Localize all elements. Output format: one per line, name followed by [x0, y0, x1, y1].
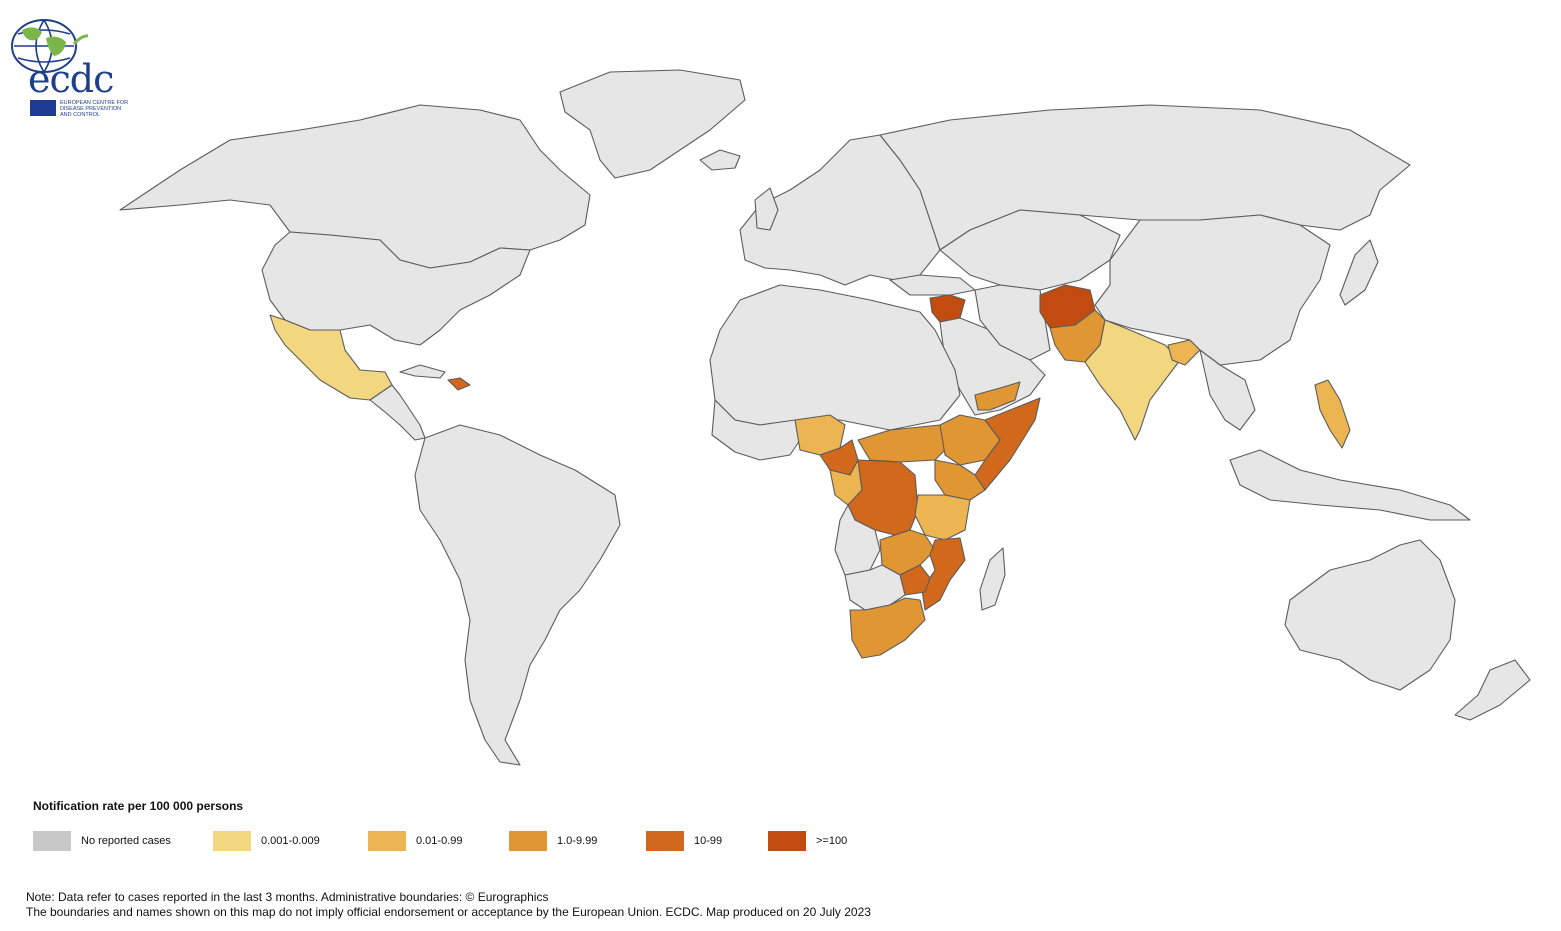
logo-wordmark: ecdc: [28, 57, 114, 101]
legend-item-0001: 0.001-0.009: [213, 830, 320, 852]
legend-swatch: [213, 831, 251, 851]
legend-item-10: 10-99: [646, 830, 722, 852]
legend-swatch: [33, 831, 71, 851]
region-haiti: [447, 377, 471, 391]
region-japan: [1339, 239, 1379, 306]
legend-item-1: 1.0-9.99: [509, 830, 597, 852]
legend-label: 1.0-9.99: [557, 835, 598, 847]
note-line-1: Note: Data refer to cases reported in th…: [26, 890, 549, 904]
region-bangladesh: [1167, 339, 1201, 366]
eu-flag-icon: [30, 100, 56, 116]
legend-label: 0.001-0.009: [261, 835, 320, 847]
region-turkey: [889, 274, 976, 296]
region-madagascar: [979, 547, 1006, 611]
logo-subtitle: EUROPEAN CENTRE FOR DISEASE PREVENTION A…: [60, 100, 129, 118]
region-philippines: [1314, 379, 1351, 449]
legend-item-no-cases: No reported cases: [33, 830, 171, 852]
region-southeast-asia: [1199, 349, 1256, 431]
legend-swatch: [509, 831, 547, 851]
region-south-america: [414, 424, 621, 766]
legend-label: No reported cases: [81, 835, 171, 847]
region-uganda-kenya: [934, 459, 986, 501]
note-line-2: The boundaries and names shown on this m…: [26, 904, 871, 919]
globe-icon: [11, 19, 88, 73]
legend-swatch: [768, 831, 806, 851]
region-central-african-sudan: [857, 424, 951, 463]
region-yemen: [974, 381, 1021, 411]
legend-item-001: 0.01-0.99: [368, 830, 462, 852]
legend-label: 10-99: [694, 835, 723, 847]
region-iran: [974, 284, 1051, 361]
region-greenland: [559, 69, 746, 179]
legend-swatch: [646, 831, 684, 851]
region-australia: [1284, 539, 1456, 691]
region-central-america: [369, 384, 426, 441]
ecdc-logo: ecdc EUROPEAN CENTRE FOR DISEASE PREVENT…: [8, 18, 128, 118]
region-usa: [261, 231, 531, 346]
region-uk: [754, 187, 779, 231]
region-cuba: [399, 364, 446, 379]
legend-swatch: [368, 831, 406, 851]
region-south-africa: [849, 597, 926, 659]
legend-label: >=100: [816, 835, 848, 847]
region-iceland: [699, 149, 741, 171]
region-somalia: [974, 397, 1041, 491]
legend: No reported cases 0.001-0.009 0.01-0.99 …: [33, 830, 913, 852]
map-notes: Note: Data refer to cases reported in th…: [26, 890, 871, 919]
region-china-mongolia: [1094, 214, 1331, 366]
world-map: [119, 69, 1531, 766]
region-tanzania: [914, 494, 971, 541]
legend-label: 0.01-0.99: [416, 835, 463, 847]
legend-title: Notification rate per 100 000 persons: [33, 799, 244, 813]
region-west-africa: [711, 399, 801, 461]
region-malawi-mozambique: [921, 537, 966, 611]
region-new-zealand: [1454, 659, 1531, 721]
region-namibia-botswana: [844, 564, 906, 611]
region-indonesia: [1229, 449, 1471, 521]
legend-item-100: >=100: [768, 830, 847, 852]
region-north-africa: [709, 284, 961, 431]
